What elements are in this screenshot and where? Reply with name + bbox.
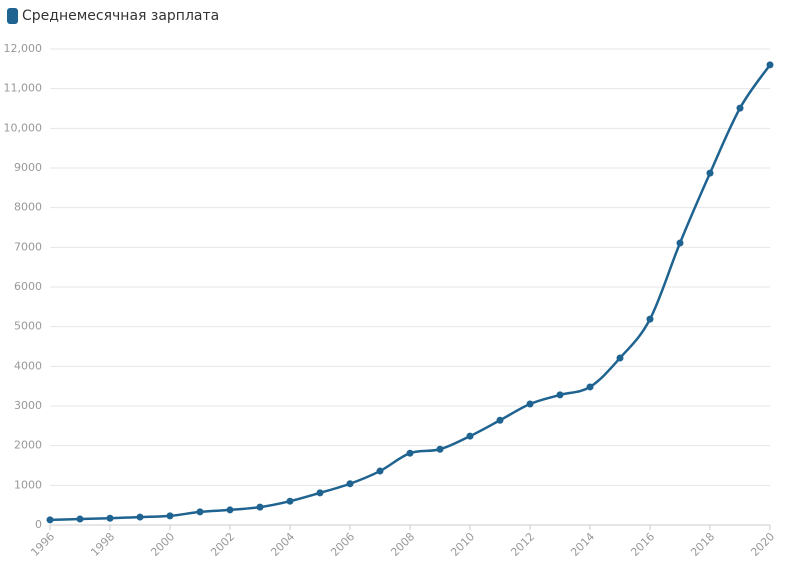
- x-tick-label: 2002: [208, 530, 237, 559]
- x-tick-label: 2000: [148, 530, 177, 559]
- point: [286, 497, 294, 505]
- point: [226, 506, 234, 514]
- legend-swatch: [7, 8, 18, 24]
- point: [646, 315, 654, 323]
- x-tick-label: 2016: [628, 530, 657, 559]
- x-tick-label: 1996: [28, 530, 57, 559]
- point: [406, 449, 414, 457]
- point: [136, 513, 144, 521]
- x-tick-label: 2020: [748, 530, 777, 559]
- y-tick-label: 9000: [14, 161, 42, 174]
- point: [556, 391, 564, 399]
- y-tick-label: 3000: [14, 399, 42, 412]
- x-tick-label: 1998: [88, 530, 117, 559]
- point: [196, 508, 204, 516]
- point: [106, 514, 114, 522]
- x-tick-label: 2014: [568, 530, 597, 559]
- point: [616, 354, 624, 362]
- point: [166, 512, 174, 520]
- x-tick-label: 2004: [268, 530, 297, 559]
- point: [586, 383, 594, 391]
- x-tick-label: 2006: [328, 530, 357, 559]
- y-tick-label: 7000: [14, 240, 42, 253]
- point: [736, 104, 744, 112]
- point: [256, 503, 264, 511]
- x-tick-label: 2018: [688, 530, 717, 559]
- y-tick-label: 10,000: [4, 121, 43, 134]
- x-tick-label: 2008: [388, 530, 417, 559]
- y-tick-label: 11,000: [4, 82, 43, 95]
- point: [496, 416, 504, 424]
- y-tick-label: 6000: [14, 280, 42, 293]
- legend-text: Среднемесячная зарплата: [22, 8, 219, 24]
- point: [346, 480, 354, 488]
- point: [76, 515, 84, 523]
- y-tick-label: 2000: [14, 439, 42, 452]
- x-tick-label: 2012: [508, 530, 537, 559]
- point: [766, 61, 774, 69]
- point: [376, 467, 384, 475]
- point: [46, 516, 54, 524]
- y-tick-label: 8000: [14, 201, 42, 214]
- point: [466, 432, 474, 440]
- y-tick-label: 4000: [14, 359, 42, 372]
- y-tick-label: 12,000: [4, 42, 43, 55]
- x-tick-label: 2010: [448, 530, 477, 559]
- y-tick-label: 0: [35, 518, 42, 531]
- point: [316, 489, 324, 497]
- point: [436, 445, 444, 453]
- point: [706, 169, 714, 177]
- point: [676, 239, 684, 247]
- y-tick-label: 1000: [14, 478, 42, 491]
- point: [526, 400, 534, 408]
- y-tick-label: 5000: [14, 320, 42, 333]
